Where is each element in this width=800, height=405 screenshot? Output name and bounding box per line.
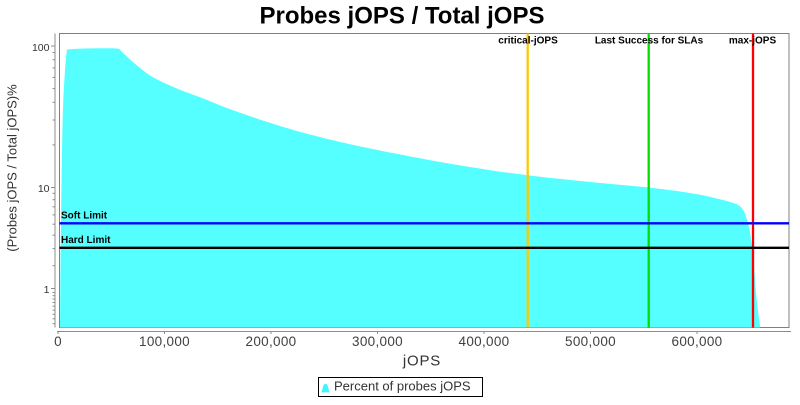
svg-text:500,000: 500,000 — [565, 334, 616, 349]
svg-text:10: 10 — [38, 183, 50, 195]
svg-text:Last Success for SLAs: Last Success for SLAs — [595, 36, 704, 47]
svg-text:1: 1 — [44, 284, 50, 296]
svg-text:Percent of probes jOPS: Percent of probes jOPS — [334, 379, 471, 394]
svg-text:600,000: 600,000 — [672, 334, 723, 349]
svg-text:max-jOPS: max-jOPS — [729, 36, 777, 47]
svg-text:300,000: 300,000 — [352, 334, 403, 349]
svg-text:Soft Limit: Soft Limit — [61, 211, 108, 222]
svg-text:Hard Limit: Hard Limit — [61, 235, 111, 246]
svg-text:400,000: 400,000 — [459, 334, 510, 349]
svg-text:critical-jOPS: critical-jOPS — [498, 36, 558, 47]
svg-text:Probes jOPS / Total jOPS: Probes jOPS / Total jOPS — [260, 3, 545, 30]
svg-text:100: 100 — [32, 42, 50, 54]
svg-text:100,000: 100,000 — [139, 334, 190, 349]
svg-text:(Probes jOPS / Total jOPS)%: (Probes jOPS / Total jOPS)% — [5, 84, 20, 252]
svg-text:0: 0 — [54, 334, 62, 349]
svg-text:200,000: 200,000 — [246, 334, 297, 349]
svg-text:jOPS: jOPS — [402, 353, 441, 370]
